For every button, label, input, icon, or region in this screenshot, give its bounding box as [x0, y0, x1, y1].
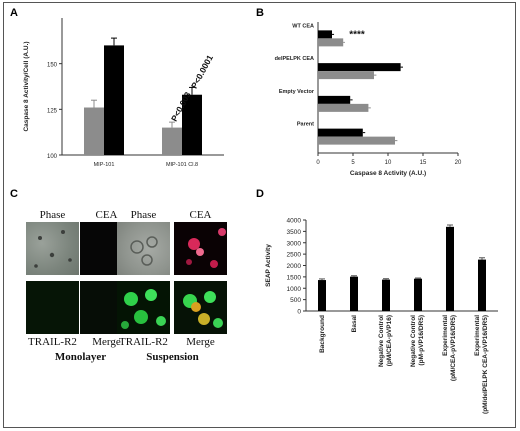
bar — [382, 279, 390, 311]
chart-a: 100 125 150 Caspase 8 Activity/Cell (A.U.) M… — [23, 18, 224, 168]
group-label-monolayer: Monolayer — [54, 351, 107, 363]
category-label: Experimental(pM/CEA-pVP16/DR5) — [442, 315, 457, 381]
y-tick-label: 3500 — [287, 229, 302, 236]
category-label-line: (pM-pVP16/DR5) — [418, 315, 425, 366]
bar — [104, 45, 124, 155]
micrograph-phase-monolayer — [26, 222, 79, 275]
bar — [318, 38, 344, 47]
micrograph-trail-r2-suspension — [117, 281, 170, 334]
category-label: MIP-101 — [94, 162, 115, 168]
y-tick-label: 3000 — [287, 240, 302, 247]
x-tick-label: 20 — [455, 160, 462, 166]
y-tick-label: 150 — [47, 63, 58, 69]
bar — [318, 103, 369, 112]
panel-label-b: B — [256, 7, 264, 19]
category-label: Basal — [351, 315, 358, 333]
y-tick-label: 2000 — [287, 263, 302, 270]
x-tick-label: 5 — [351, 160, 355, 166]
category-label-line: Negative Control — [410, 315, 417, 367]
category-label-line: Basal — [351, 315, 358, 333]
category-label: WT CEA — [292, 23, 314, 29]
col-label-phase-monolayer: Phase — [39, 209, 66, 221]
category-label: delPELPK CEA — [275, 56, 314, 62]
micrograph-merge-suspension — [174, 281, 227, 334]
bar — [318, 95, 351, 104]
bar — [318, 63, 401, 72]
category-label-line: (pM/delPELPK CEA-pVP16/DR5) — [482, 315, 489, 414]
panel-label-d: D — [256, 188, 264, 200]
y-tick-label: 4000 — [287, 218, 302, 225]
category-label-line: Experimental — [442, 315, 449, 356]
y-tick-label: 1000 — [287, 286, 302, 293]
chart-b: 0 5 10 15 20 Caspase 8 Activity (A.U.) WT CEA d… — [275, 22, 462, 177]
category-label-line: Negative Control — [378, 315, 385, 367]
category-label: Background — [319, 315, 326, 353]
y-tick-label: 2500 — [287, 252, 302, 259]
bar — [446, 226, 454, 311]
bar — [350, 276, 358, 311]
y-tick-label: 0 — [297, 309, 301, 316]
category-label: Negative Control(pM/CEA-pVP16) — [378, 315, 393, 367]
row-label-merge-monolayer: Merge — [92, 336, 121, 348]
category-label: Empty Vector — [279, 89, 315, 95]
figure-frame — [3, 2, 516, 428]
bar — [318, 30, 332, 39]
y-tick-label: 100 — [47, 154, 58, 160]
category-label: Experimental(pM/delPELPK CEA-pVP16/DR5) — [474, 315, 489, 414]
panel-label-a: A — [10, 7, 18, 19]
bar — [318, 280, 326, 311]
category-label-line: (pM/CEA-pVP16/DR5) — [450, 315, 457, 381]
micrograph-phase-suspension — [117, 222, 170, 275]
category-label: Negative Control(pM-pVP16/DR5) — [410, 315, 425, 367]
row-label-merge-suspension: Merge — [186, 336, 215, 348]
col-label-cea-suspension: CEA — [189, 209, 212, 221]
y-axis-label: Caspase 8 Activity/Cell (A.U.) — [23, 41, 30, 131]
category-label: Parent — [297, 122, 314, 128]
annotation-p2: P<0.0001 — [189, 53, 215, 90]
group-label-suspension: Suspension — [146, 351, 199, 363]
micrograph-cea-suspension — [174, 222, 227, 275]
x-tick-label: 10 — [385, 160, 392, 166]
bar — [478, 259, 486, 311]
x-axis-label: Caspase 8 Activity (A.U.) — [350, 170, 426, 177]
row-label-trail-r2-monolayer: TRAIL-R2 — [28, 336, 77, 348]
category-label-line: Experimental — [474, 315, 481, 356]
y-tick-label: 1500 — [287, 274, 302, 281]
bar — [318, 128, 363, 137]
chart-d: 0 500 1000 1500 2000 2500 3000 3500 4000 SEAP Act… — [265, 218, 498, 414]
col-label-phase-suspension: Phase — [130, 209, 157, 221]
row-label-trail-r2-suspension: TRAIL-R2 — [119, 336, 168, 348]
bar — [182, 94, 202, 155]
y-tick-label: 500 — [290, 297, 301, 304]
category-label: MIP-101 Cl.8 — [166, 162, 198, 168]
y-tick-label: 125 — [47, 108, 58, 114]
category-label-line: (pM/CEA-pVP16) — [386, 315, 393, 366]
annotation-significance: **** — [349, 29, 365, 40]
bar — [414, 278, 422, 311]
col-label-cea-monolayer: CEA — [95, 209, 118, 221]
bar — [162, 127, 182, 155]
bar — [318, 71, 374, 80]
x-tick-label: 15 — [420, 160, 427, 166]
bar — [84, 107, 104, 155]
y-axis-label: SEAP Activity — [265, 244, 272, 287]
x-tick-label: 0 — [316, 160, 320, 166]
bar — [318, 136, 395, 145]
category-label-line: Background — [319, 315, 326, 353]
micrograph-trail-r2-monolayer — [26, 281, 79, 334]
panel-label-c: C — [10, 188, 18, 200]
